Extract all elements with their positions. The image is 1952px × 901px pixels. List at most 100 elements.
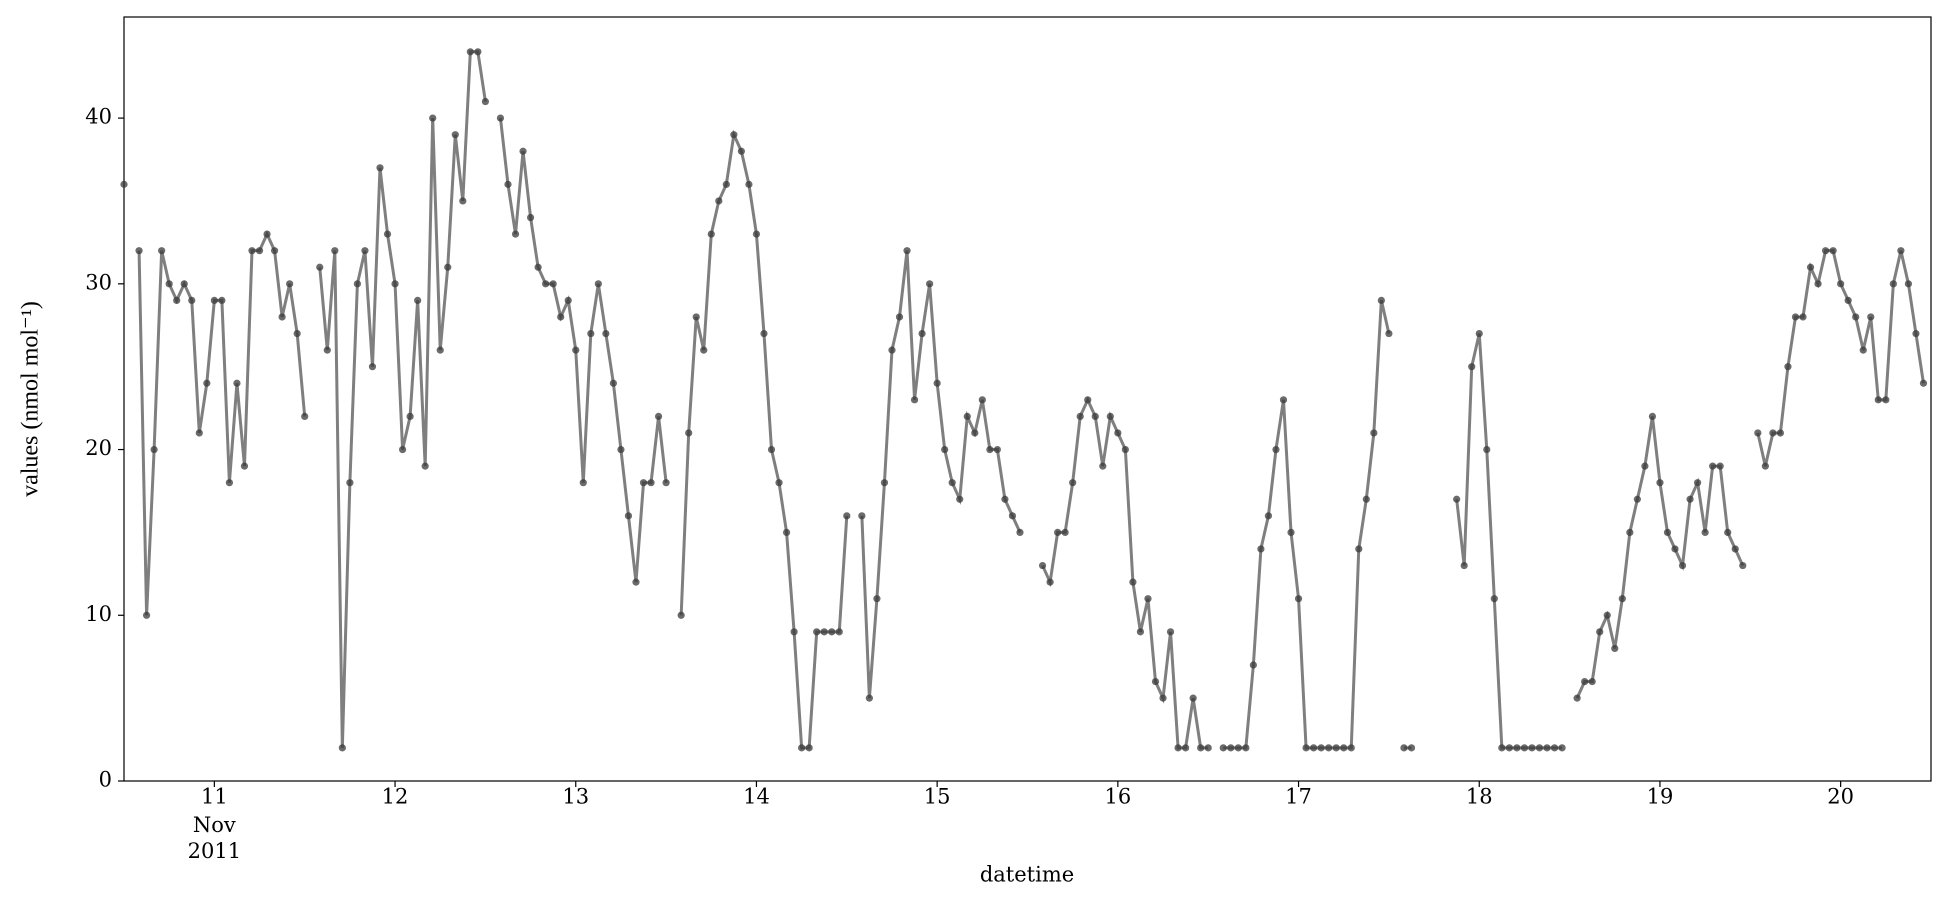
point <box>677 611 685 619</box>
point <box>1249 661 1257 669</box>
point <box>1038 561 1047 570</box>
point <box>587 329 595 338</box>
point <box>466 48 474 56</box>
point <box>1663 528 1672 537</box>
point <box>1852 313 1860 321</box>
point <box>391 280 399 288</box>
point <box>617 445 625 454</box>
point <box>564 296 572 304</box>
point <box>557 313 565 321</box>
point <box>1310 744 1318 752</box>
point <box>511 230 520 238</box>
point <box>873 595 881 603</box>
point <box>1897 247 1905 255</box>
x-tick-label: 13 <box>562 785 589 809</box>
point <box>233 379 241 387</box>
point <box>1581 677 1589 686</box>
point <box>1272 445 1280 454</box>
point <box>361 247 369 255</box>
point <box>1596 628 1604 636</box>
point <box>195 429 203 437</box>
point <box>986 445 994 454</box>
point <box>210 296 218 304</box>
point <box>1151 677 1160 686</box>
point <box>1882 396 1890 404</box>
point <box>542 280 550 288</box>
point <box>1144 595 1152 603</box>
point <box>270 247 279 255</box>
point <box>255 247 264 255</box>
point <box>1475 329 1483 338</box>
point <box>828 628 836 636</box>
point <box>1633 495 1641 503</box>
point <box>1204 744 1212 752</box>
point <box>1468 363 1476 371</box>
point <box>1317 744 1325 752</box>
point <box>1543 744 1551 752</box>
point <box>248 247 256 255</box>
point <box>1904 280 1913 288</box>
point <box>700 346 708 354</box>
point <box>1498 744 1506 752</box>
point <box>173 296 181 304</box>
point <box>685 429 693 437</box>
point <box>451 131 459 139</box>
point <box>444 263 452 271</box>
point <box>1761 462 1769 470</box>
x-tick-label: 20 <box>1827 785 1854 809</box>
point <box>1837 280 1845 288</box>
point <box>496 114 505 122</box>
point <box>1159 694 1167 702</box>
point <box>1678 561 1687 570</box>
point <box>263 230 271 238</box>
point <box>654 412 663 421</box>
point <box>1716 462 1724 470</box>
point <box>534 263 542 271</box>
point <box>1776 429 1785 437</box>
point <box>888 346 896 354</box>
point <box>1535 744 1544 752</box>
point <box>1505 744 1513 752</box>
point <box>1385 329 1393 338</box>
point <box>1701 528 1709 537</box>
point <box>1709 462 1717 470</box>
point <box>790 628 798 636</box>
point <box>1573 694 1581 702</box>
point <box>1287 528 1295 537</box>
point <box>1889 280 1897 288</box>
point <box>1136 628 1145 636</box>
point <box>1227 744 1235 752</box>
point <box>1460 561 1468 570</box>
point <box>301 412 309 421</box>
point <box>1166 628 1175 636</box>
point <box>278 313 286 321</box>
plot-frame <box>123 16 1932 782</box>
point <box>707 230 715 238</box>
point <box>414 296 422 304</box>
point <box>639 479 648 487</box>
x-tick-label: 12 <box>382 785 409 809</box>
x-tick-label: 14 <box>743 785 770 809</box>
point <box>1844 296 1852 304</box>
point <box>1799 313 1807 321</box>
point <box>993 445 1001 454</box>
point <box>436 346 444 354</box>
point <box>1453 495 1461 503</box>
point <box>120 180 128 188</box>
point <box>421 462 429 470</box>
point <box>1821 247 1830 255</box>
point <box>624 512 633 520</box>
point <box>632 578 640 586</box>
point <box>1106 412 1114 421</box>
point <box>519 147 527 155</box>
point <box>504 180 512 188</box>
point <box>1769 429 1777 437</box>
point <box>1347 744 1355 752</box>
point <box>1874 396 1882 404</box>
y-tick-label: 30 <box>85 270 112 294</box>
point <box>180 280 188 288</box>
point <box>1340 744 1348 752</box>
point <box>1302 744 1310 752</box>
point <box>150 445 158 454</box>
